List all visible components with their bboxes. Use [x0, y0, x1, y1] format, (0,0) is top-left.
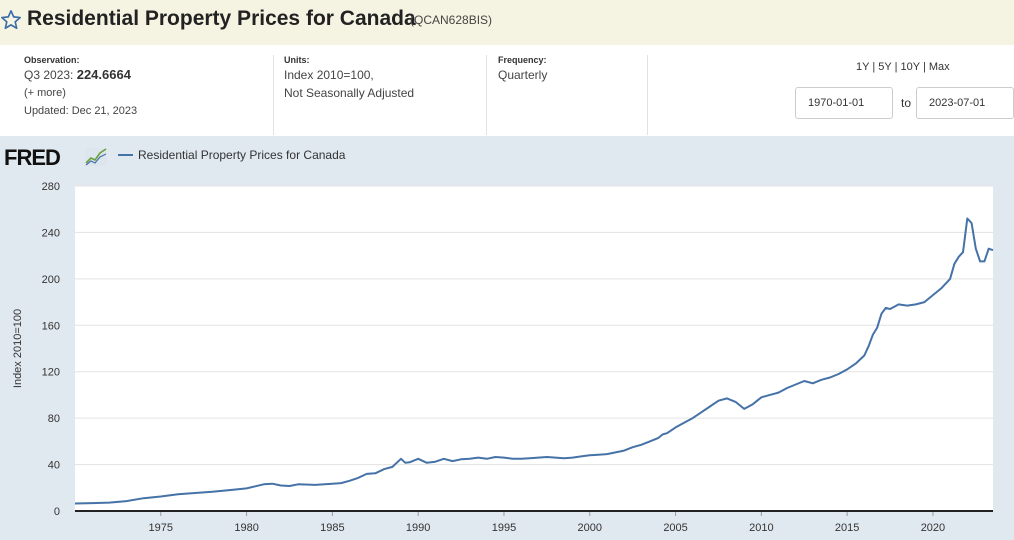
star-icon[interactable]	[0, 9, 22, 31]
series-id: (QCAN628BIS)	[410, 13, 493, 27]
y-tick-label: 160	[42, 320, 60, 332]
units-line1: Index 2010=100,	[284, 68, 374, 82]
range-separator: |	[894, 61, 898, 73]
units-label: Units:	[284, 55, 310, 65]
y-tick-label: 280	[42, 181, 60, 193]
fred-logo: FRED	[4, 145, 61, 170]
y-tick-label: 200	[42, 274, 60, 286]
series-meta: Observation: Q3 2023: 224.6664 (+ more) …	[0, 45, 1014, 135]
updated-date: Updated: Dec 21, 2023	[24, 105, 138, 117]
x-tick-label: 2015	[835, 522, 859, 534]
series-line	[74, 217, 994, 505]
units-line2: Not Seasonally Adjusted	[284, 86, 415, 100]
x-tick-label: 2020	[921, 522, 945, 534]
date-range-shortcuts: 1Y | 5Y | 10Y | Max	[856, 61, 950, 73]
title-bar: Residential Property Prices for Canada (…	[0, 0, 1014, 45]
legend-swatch	[118, 154, 133, 156]
frequency-block: Frequency: Quarterly	[498, 55, 547, 84]
y-tick-label: 80	[48, 413, 60, 425]
y-tick-label: 240	[42, 227, 60, 239]
plot-area	[75, 186, 993, 511]
x-tick-label: 1995	[492, 522, 516, 534]
observation-label: Observation:	[24, 55, 80, 65]
y-tick-label: 120	[42, 367, 60, 379]
x-tick-label: 1980	[234, 522, 258, 534]
x-tick-label: 1990	[406, 522, 430, 534]
frequency-value: Quarterly	[498, 68, 548, 82]
range-5y-button[interactable]: 5Y	[878, 61, 892, 73]
range-1y-button[interactable]: 1Y	[856, 61, 870, 73]
divider	[647, 55, 648, 135]
x-tick-label: 1985	[320, 522, 344, 534]
y-tick-label: 40	[48, 460, 60, 472]
observation-period: Q3 2023:	[24, 68, 74, 82]
x-tick-label: 2010	[749, 522, 773, 534]
x-tick-label: 1975	[149, 522, 173, 534]
units-block: Units: Index 2010=100, Not Seasonally Ad…	[284, 55, 414, 102]
observation-block: Observation: Q3 2023: 224.6664 (+ more) …	[24, 55, 137, 120]
x-tick-label: 2005	[663, 522, 687, 534]
fred-chart-icon	[85, 148, 107, 166]
divider	[273, 55, 274, 135]
range-separator: |	[872, 61, 876, 73]
range-max-button[interactable]: Max	[928, 61, 950, 73]
start-date-input[interactable]	[795, 87, 893, 119]
divider	[486, 55, 487, 135]
frequency-label: Frequency:	[498, 55, 547, 65]
more-link[interactable]: (+ more)	[24, 87, 66, 99]
range-separator: |	[922, 61, 926, 73]
range-10y-button[interactable]: 10Y	[900, 61, 920, 73]
x-tick-label: 2000	[578, 522, 602, 534]
page-title: Residential Property Prices for Canada	[27, 7, 416, 30]
end-date-input[interactable]	[916, 87, 1014, 119]
legend-label: Residential Property Prices for Canada	[138, 148, 346, 162]
y-axis-label: Index 2010=100	[12, 309, 24, 388]
to-label: to	[901, 96, 912, 110]
observation-value: 224.6664	[76, 67, 131, 82]
y-tick-label: 0	[54, 506, 60, 518]
